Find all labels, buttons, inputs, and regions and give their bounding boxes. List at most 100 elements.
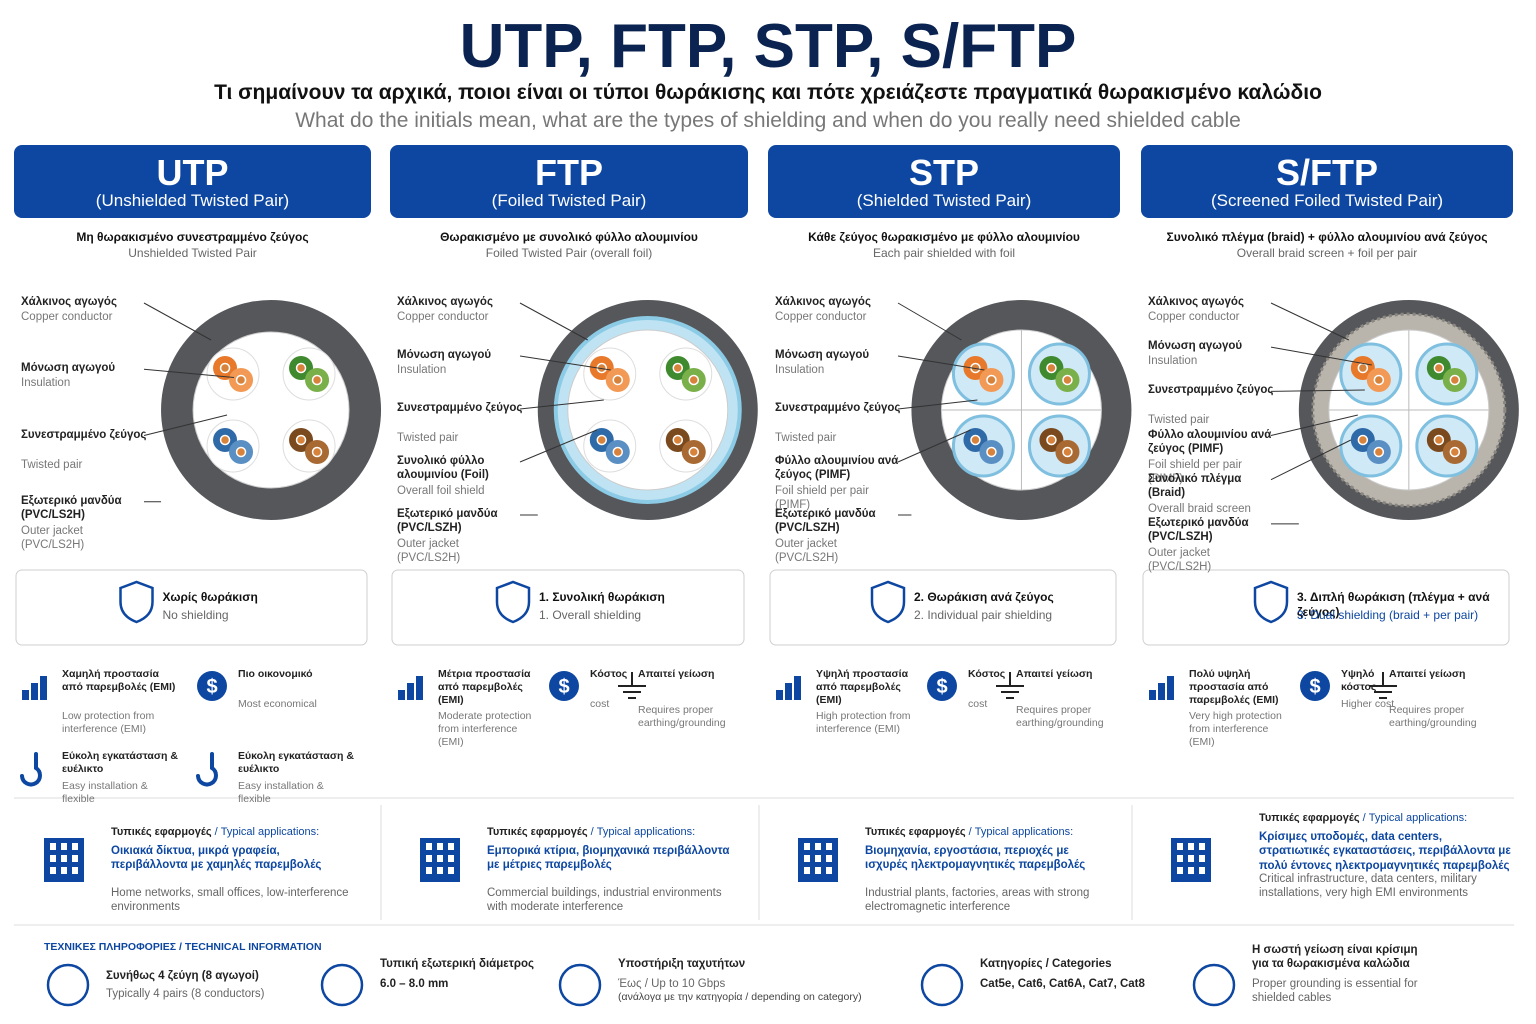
leader-line bbox=[519, 355, 611, 371]
column-name: UTP bbox=[156, 152, 229, 193]
app-icon-window bbox=[448, 843, 454, 850]
tech-icon bbox=[320, 963, 364, 1007]
tech-el: Τυπική εξωτερική διάμετρος bbox=[380, 958, 534, 970]
icon-bar bbox=[398, 690, 405, 700]
app-icon-window bbox=[804, 843, 810, 850]
icon-bar bbox=[416, 676, 423, 700]
shield-icon bbox=[495, 580, 531, 624]
apps-text-en: Industrial plants, factories, areas with… bbox=[865, 887, 1090, 914]
part-label-el: Φύλλο αλουμινίου ανά ζεύγος (PIMF) bbox=[1148, 428, 1272, 455]
feature-el: Χαμηλή προστασία από παρεμβολές (EMI) bbox=[62, 668, 176, 694]
part-label-el: Συνεστραμμένο ζεύγος bbox=[1148, 384, 1274, 397]
conductor-core bbox=[672, 362, 684, 374]
part-label-en: Foil shield per pair (PIMF) bbox=[1148, 458, 1242, 485]
apps-text-el: Εμπορικά κτίρια, βιομηχανικά περιβάλλοντ… bbox=[487, 845, 730, 872]
part-label-el: Χάλκινος αγωγός bbox=[21, 296, 117, 308]
feature-en: Requires proper earthing/grounding bbox=[1389, 704, 1477, 730]
tech-icon bbox=[1192, 963, 1236, 1007]
icon-coin bbox=[1300, 671, 1330, 701]
icon-glyph: $ bbox=[206, 676, 217, 698]
conductor-core bbox=[1373, 446, 1385, 458]
column-desc-el: Μη θωρακισμένο συνεστραμμένο ζεύγος bbox=[76, 230, 309, 244]
app-icon-window bbox=[1177, 867, 1183, 874]
apps-label: Τυπικές εφαρμογές / Typical applications… bbox=[487, 826, 735, 840]
app-icon-window bbox=[1199, 867, 1205, 874]
tech-label-en: TECHNICAL INFORMATION bbox=[184, 941, 322, 953]
app-icon-window bbox=[1188, 855, 1194, 862]
separator: / bbox=[965, 826, 975, 838]
tech-en: Έως / Up to 10 Gbps bbox=[618, 978, 726, 990]
icon-coin bbox=[549, 671, 579, 701]
tech-el: Η σωστή γείωση είναι κρίσιμη για τα θωρα… bbox=[1252, 944, 1418, 971]
feature-en: Moderate protection from interference (E… bbox=[438, 710, 532, 749]
feature-en: Requires proper earthing/grounding bbox=[638, 704, 726, 730]
icon-hook bbox=[20, 752, 42, 787]
leader-line bbox=[897, 429, 971, 463]
tech-en: 6.0 – 8.0 mm bbox=[380, 978, 449, 990]
icon-glyph: $ bbox=[1309, 676, 1320, 698]
apps-text-en: Commercial buildings, industrial environ… bbox=[487, 887, 722, 914]
shield-icon bbox=[870, 580, 906, 624]
conductor-core bbox=[986, 446, 997, 458]
part-label-el: Χάλκινος αγωγός bbox=[397, 296, 493, 308]
apps-label: Τυπικές εφαρμογές / Typical applications… bbox=[111, 826, 358, 840]
part-label-en: Insulation bbox=[1148, 355, 1198, 368]
tech-icon bbox=[46, 963, 90, 1007]
shielding-el: 3. Διπλή θωράκιση (πλέγμα + ανά ζεύγος) bbox=[1297, 590, 1490, 619]
shield-icon bbox=[1253, 580, 1289, 624]
icon-bar bbox=[1158, 683, 1165, 700]
feature-el: Κόστος bbox=[968, 668, 1006, 680]
part-label-el: Μόνωση αγωγού bbox=[397, 349, 492, 361]
app-icon-window bbox=[1177, 843, 1183, 850]
app-icon-window bbox=[426, 855, 432, 862]
conductor-core bbox=[235, 374, 247, 386]
column-desc-en: Overall braid screen + foil per pair bbox=[1236, 246, 1418, 260]
leader-line bbox=[1270, 302, 1350, 341]
column-header bbox=[390, 145, 748, 218]
part-label-en: Copper conductor bbox=[1148, 311, 1240, 323]
icon-bar bbox=[31, 683, 38, 700]
shielding-en: No shielding bbox=[162, 608, 229, 622]
conductor-core bbox=[612, 446, 624, 458]
shielding-box bbox=[1142, 569, 1510, 646]
apps-text-el: Οικιακά δίκτυα, μικρά γραφεία, περιβάλλο… bbox=[111, 845, 322, 872]
conductor-core bbox=[1449, 374, 1461, 386]
feature-en: cost bbox=[968, 698, 988, 710]
column-name: STP bbox=[908, 152, 979, 193]
part-label-en: Outer jacket (PVC/LS2H) bbox=[397, 538, 461, 565]
apps-label: Τυπικές εφαρμογές / Typical applications… bbox=[865, 826, 1107, 840]
column-full: (Shielded Twisted Pair) bbox=[856, 191, 1032, 210]
app-icon-window bbox=[1199, 843, 1205, 850]
part-label-el: Εξωτερικό μανδύα (PVC/LS2H) bbox=[21, 494, 122, 522]
conductor-core bbox=[688, 446, 700, 458]
feature-el: Πιο οικονομικό bbox=[238, 668, 313, 680]
conductor-core bbox=[311, 374, 323, 386]
app-icon-window bbox=[437, 843, 443, 850]
apps-label-el: Τυπικές εφαρμογές bbox=[865, 826, 966, 838]
app-icon-window bbox=[1188, 867, 1194, 874]
conductor-core bbox=[986, 374, 997, 386]
feature-en: High protection from interference (EMI) bbox=[816, 710, 911, 736]
apps-label: Τυπικές εφαρμογές / Typical applications… bbox=[1259, 812, 1521, 826]
icon-bar bbox=[1167, 676, 1174, 700]
feature-el: Πολύ υψηλή προστασία από παρεμβολές (EMI… bbox=[1189, 668, 1279, 707]
conductor-core bbox=[235, 446, 247, 458]
conductor-core bbox=[1357, 362, 1369, 374]
part-label-en: Overall foil shield bbox=[397, 485, 485, 497]
leader-line bbox=[143, 414, 228, 436]
shielding-box bbox=[391, 569, 745, 646]
app-icon-window bbox=[61, 843, 67, 850]
app-icon-window bbox=[1199, 855, 1205, 862]
app-icon-window bbox=[437, 855, 443, 862]
part-label-en: Outer jacket (PVC/LS2H) bbox=[1148, 546, 1212, 574]
subtitle-en: What do the initials mean, what are the … bbox=[295, 109, 1241, 132]
apps-label-el: Τυπικές εφαρμογές bbox=[1259, 812, 1360, 824]
app-icon-window bbox=[826, 843, 832, 850]
apps-text-en: Critical infrastructure, data centers, m… bbox=[1259, 873, 1477, 900]
conductor-core bbox=[688, 374, 700, 386]
part-label-el: Συνεστραμμένο ζεύγος bbox=[775, 402, 901, 414]
icon-bar bbox=[794, 676, 801, 700]
feature-el: Απαιτεί γείωση bbox=[1389, 668, 1466, 680]
part-label-el: Μόνωση αγωγού bbox=[1148, 340, 1243, 353]
conductor-core bbox=[672, 434, 684, 446]
